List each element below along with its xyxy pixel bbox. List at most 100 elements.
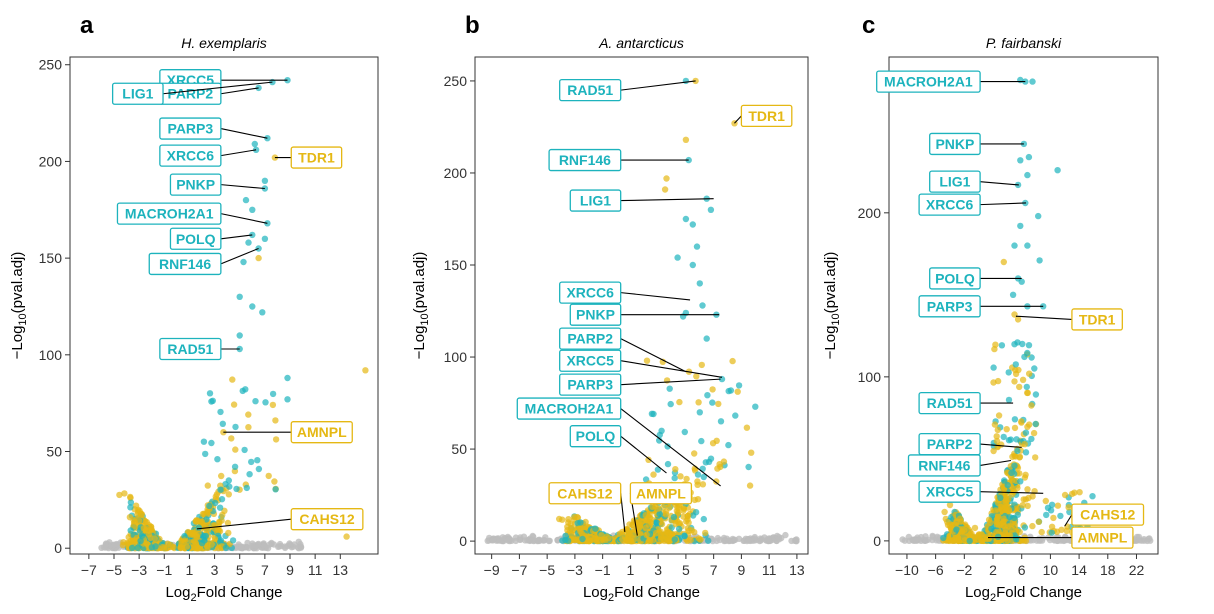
data-point — [214, 456, 221, 463]
data-point — [217, 537, 225, 544]
data-point-highlight — [1054, 167, 1061, 174]
data-point — [225, 529, 232, 537]
gene-label-box — [876, 70, 981, 93]
leader-line — [620, 435, 667, 474]
data-point — [1005, 495, 1012, 503]
gene-label: POLQ — [176, 231, 216, 247]
x-tick-label: −5 — [106, 562, 122, 578]
gene-label: CAHS12 — [1080, 507, 1135, 523]
gene-label: POLQ — [576, 428, 616, 444]
data-point — [271, 478, 278, 485]
data-point — [694, 471, 702, 478]
data-point — [743, 424, 751, 431]
data-point — [990, 364, 997, 371]
data-point — [727, 387, 735, 394]
data-point — [230, 401, 238, 408]
data-point — [991, 421, 999, 428]
leader-line — [620, 292, 691, 301]
data-point — [1024, 389, 1032, 397]
data-point — [1035, 518, 1043, 525]
data-point — [217, 408, 224, 416]
gene-label: LIG1 — [122, 86, 153, 102]
data-point-nonsig — [270, 541, 278, 548]
data-point — [127, 527, 134, 534]
data-point-nonsig — [788, 537, 795, 545]
data-point-highlight — [696, 409, 703, 416]
gene-label-box — [907, 454, 981, 477]
x-tick-label: −1 — [156, 562, 172, 578]
data-point — [653, 519, 660, 526]
data-point — [148, 526, 155, 533]
data-point — [269, 401, 277, 409]
gene-label: PNKP — [176, 177, 215, 193]
data-point — [662, 533, 669, 541]
data-point — [1068, 490, 1076, 498]
data-point-nonsig — [297, 543, 304, 550]
gene-label: PNKP — [576, 307, 615, 323]
leader-line — [620, 408, 721, 487]
data-point — [1050, 514, 1057, 522]
panel-letter: a — [80, 12, 94, 39]
data-point — [1013, 505, 1020, 512]
data-point-nonsig — [260, 541, 267, 549]
data-point — [562, 536, 569, 544]
gene-label: RNF146 — [559, 152, 611, 168]
data-point — [151, 535, 158, 542]
data-point — [1018, 418, 1025, 425]
data-point — [262, 399, 269, 406]
gene-label-box — [159, 117, 222, 140]
data-point — [124, 539, 131, 547]
data-point — [195, 524, 202, 531]
data-point — [1006, 532, 1014, 539]
data-point-nonsig — [793, 537, 800, 545]
y-tick-label: 100 — [858, 369, 882, 385]
gene-label: XRCC6 — [926, 197, 974, 213]
gene-label-box — [111, 82, 164, 105]
data-point — [181, 537, 188, 544]
x-tick-label: 11 — [762, 562, 777, 578]
data-point — [272, 417, 279, 424]
data-point — [1048, 523, 1056, 530]
gene-label-box — [159, 337, 222, 361]
data-point — [1012, 370, 1020, 378]
y-tick-label: 200 — [444, 165, 468, 181]
leader-line — [220, 128, 268, 139]
data-point — [666, 504, 673, 511]
data-point — [1000, 522, 1007, 529]
y-axis-title: −Log10(pval.adj) — [9, 252, 29, 360]
data-point-nonsig — [765, 535, 772, 542]
x-tick-label: 22 — [1129, 562, 1145, 578]
data-point-highlight — [696, 280, 703, 287]
y-tick-label: 150 — [444, 257, 468, 273]
data-point — [699, 465, 706, 472]
data-point-highlight — [261, 235, 269, 242]
data-point — [183, 543, 190, 550]
data-point-highlight — [261, 185, 269, 192]
data-point — [225, 491, 232, 498]
data-point-highlight — [259, 309, 266, 316]
data-point-highlight — [271, 154, 279, 161]
data-point — [1064, 523, 1071, 530]
data-point — [1014, 447, 1021, 455]
y-tick-label: 0 — [459, 533, 467, 549]
y-tick-label: 50 — [451, 441, 467, 457]
data-point — [1011, 462, 1018, 469]
data-point-nonsig — [255, 540, 262, 548]
data-point — [1021, 441, 1028, 448]
leader-line — [620, 338, 687, 373]
data-point-highlight — [1029, 78, 1036, 85]
data-point — [944, 518, 951, 526]
data-point — [1061, 491, 1069, 499]
data-point — [684, 512, 692, 519]
data-point — [667, 400, 674, 408]
data-point — [691, 450, 698, 457]
data-point-nonsig — [521, 537, 529, 544]
data-point — [666, 385, 673, 392]
data-point — [735, 382, 743, 389]
data-point — [1031, 365, 1038, 372]
data-point — [222, 481, 229, 488]
data-point — [577, 519, 584, 526]
data-point — [1005, 396, 1013, 404]
x-tick-label: 10 — [1043, 562, 1059, 578]
data-point — [252, 398, 259, 405]
